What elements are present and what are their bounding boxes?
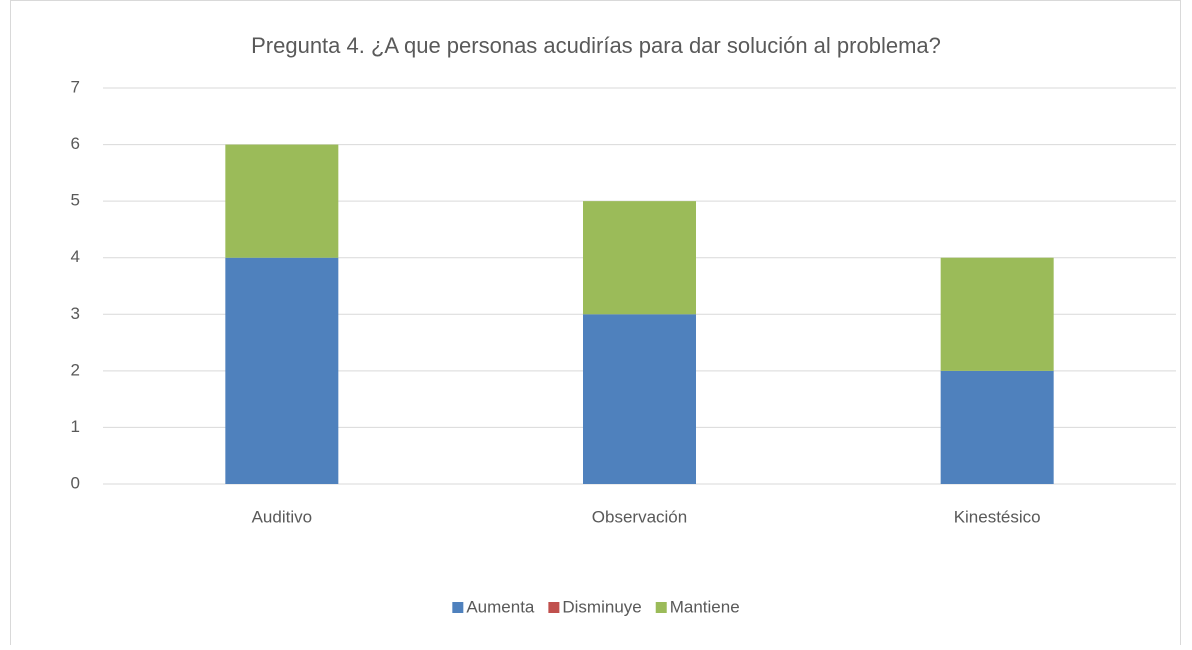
y-tick-label: 7 (71, 77, 80, 96)
y-tick-label: 4 (71, 247, 80, 266)
y-tick-label: 2 (71, 360, 80, 379)
bar-segment (583, 314, 696, 484)
bar-segment (225, 257, 339, 484)
bar-segment (225, 144, 339, 258)
legend-label: Disminuye (562, 597, 641, 616)
legend-swatch (655, 602, 667, 613)
legend-label: Aumenta (466, 597, 535, 616)
legend-swatch (452, 602, 464, 613)
y-tick-label: 5 (71, 191, 80, 210)
x-tick-label: Kinestésico (954, 507, 1041, 526)
chart-title: Pregunta 4. ¿A que personas acudirías pa… (251, 33, 941, 58)
x-tick-label: Observación (592, 507, 687, 526)
y-tick-label: 0 (71, 473, 80, 492)
bar-segment (583, 201, 696, 315)
legend-label: Mantiene (670, 597, 740, 616)
x-tick-label: Auditivo (252, 507, 312, 526)
y-tick-label: 6 (71, 134, 80, 153)
y-tick-label: 1 (71, 417, 80, 436)
y-tick-label: 3 (71, 304, 80, 323)
legend-swatch (548, 602, 560, 613)
bar-segment (940, 370, 1054, 484)
bar-segment (940, 257, 1054, 371)
